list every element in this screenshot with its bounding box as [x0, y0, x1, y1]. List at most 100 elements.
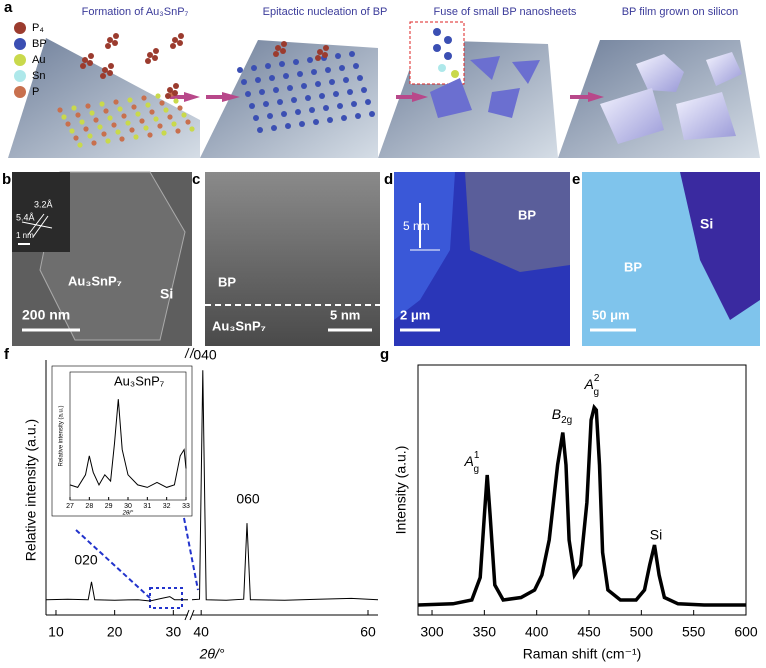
x-tick-label: 10	[48, 624, 64, 640]
peak-label: 060	[236, 491, 260, 507]
atom	[139, 118, 145, 124]
atom	[185, 119, 191, 125]
atom	[281, 111, 287, 117]
atom	[181, 112, 187, 118]
atom	[113, 99, 119, 105]
atom	[259, 89, 265, 95]
lattice-line	[21, 221, 53, 229]
panel-g	[417, 364, 747, 616]
atom	[335, 53, 341, 59]
inset-x-tick-label: 27	[66, 503, 74, 510]
atom	[172, 90, 178, 96]
atom	[293, 59, 299, 65]
material-label: BP	[518, 207, 536, 222]
flake	[394, 172, 455, 320]
atom	[77, 142, 83, 148]
atom	[129, 127, 135, 133]
legend-label: Au	[32, 54, 45, 66]
atom	[369, 111, 375, 117]
atom	[280, 48, 286, 54]
atom	[91, 140, 97, 146]
atom	[311, 69, 317, 75]
atom	[133, 134, 139, 140]
atom	[291, 97, 297, 103]
atom	[265, 63, 271, 69]
arrow	[412, 92, 428, 102]
atom	[309, 107, 315, 113]
atom	[97, 124, 103, 130]
atom	[285, 123, 291, 129]
atom	[351, 101, 357, 107]
atom	[361, 87, 367, 93]
atom	[365, 99, 371, 105]
plot-frame	[417, 364, 747, 616]
panel-label: e	[572, 171, 580, 188]
x-tick-label: 450	[577, 624, 601, 640]
atom	[105, 43, 111, 49]
scale-label: 200 nm	[22, 307, 70, 323]
atom	[295, 109, 301, 115]
atom	[99, 101, 105, 107]
atom	[83, 126, 89, 132]
substrate-label: Si	[160, 286, 173, 302]
inset-x-tick-label: 29	[105, 503, 113, 510]
atom	[145, 58, 151, 64]
atom	[323, 45, 329, 51]
peak-label: 020	[74, 552, 98, 568]
x-tick-label: 300	[420, 624, 444, 640]
atom	[57, 107, 63, 113]
atom	[444, 36, 452, 44]
substrate	[680, 172, 760, 320]
atom	[153, 48, 159, 54]
legend-label: P₄	[32, 22, 44, 34]
legend-swatch	[14, 86, 26, 98]
inset-title: Au₃SnP₇	[114, 373, 165, 388]
atom	[253, 115, 259, 121]
atom	[353, 63, 359, 69]
atom	[277, 99, 283, 105]
arrow	[184, 92, 200, 102]
atom	[105, 138, 111, 144]
inset-x-tick-label: 30	[124, 503, 132, 510]
panel-label: b	[2, 171, 11, 188]
atom	[131, 104, 137, 110]
atom	[163, 107, 169, 113]
inset-image	[12, 172, 70, 252]
atom	[283, 73, 289, 79]
arrow	[206, 95, 222, 99]
scale-label: 5 nm	[330, 307, 360, 322]
image	[205, 172, 380, 346]
atom	[249, 103, 255, 109]
x-tick-label: 20	[107, 624, 123, 640]
panel-label: g	[380, 346, 389, 363]
atom	[103, 108, 109, 114]
atom	[108, 63, 114, 69]
atom	[85, 103, 91, 109]
x-tick-label: 500	[630, 624, 654, 640]
atom	[355, 113, 361, 119]
arrow	[570, 95, 588, 99]
inset-x-tick-label: 33	[182, 503, 190, 510]
material-label: BP	[624, 259, 642, 274]
panel-e	[582, 172, 760, 346]
atom	[329, 79, 335, 85]
atom	[177, 40, 183, 46]
atom	[273, 87, 279, 93]
x-tick-label: 60	[360, 624, 376, 640]
legend-swatch	[14, 22, 26, 34]
x-tick-label: 400	[525, 624, 549, 640]
atom	[433, 44, 441, 52]
peak-label-base: A	[584, 376, 594, 392]
legend-label: Sn	[32, 70, 45, 82]
atom	[267, 113, 273, 119]
atom	[323, 105, 329, 111]
atom	[88, 53, 94, 59]
atom	[127, 97, 133, 103]
peak-label-base: B	[552, 406, 561, 422]
arrow	[396, 95, 412, 99]
atom	[237, 67, 243, 73]
atom	[339, 65, 345, 71]
atom	[307, 57, 313, 63]
atom	[343, 77, 349, 83]
